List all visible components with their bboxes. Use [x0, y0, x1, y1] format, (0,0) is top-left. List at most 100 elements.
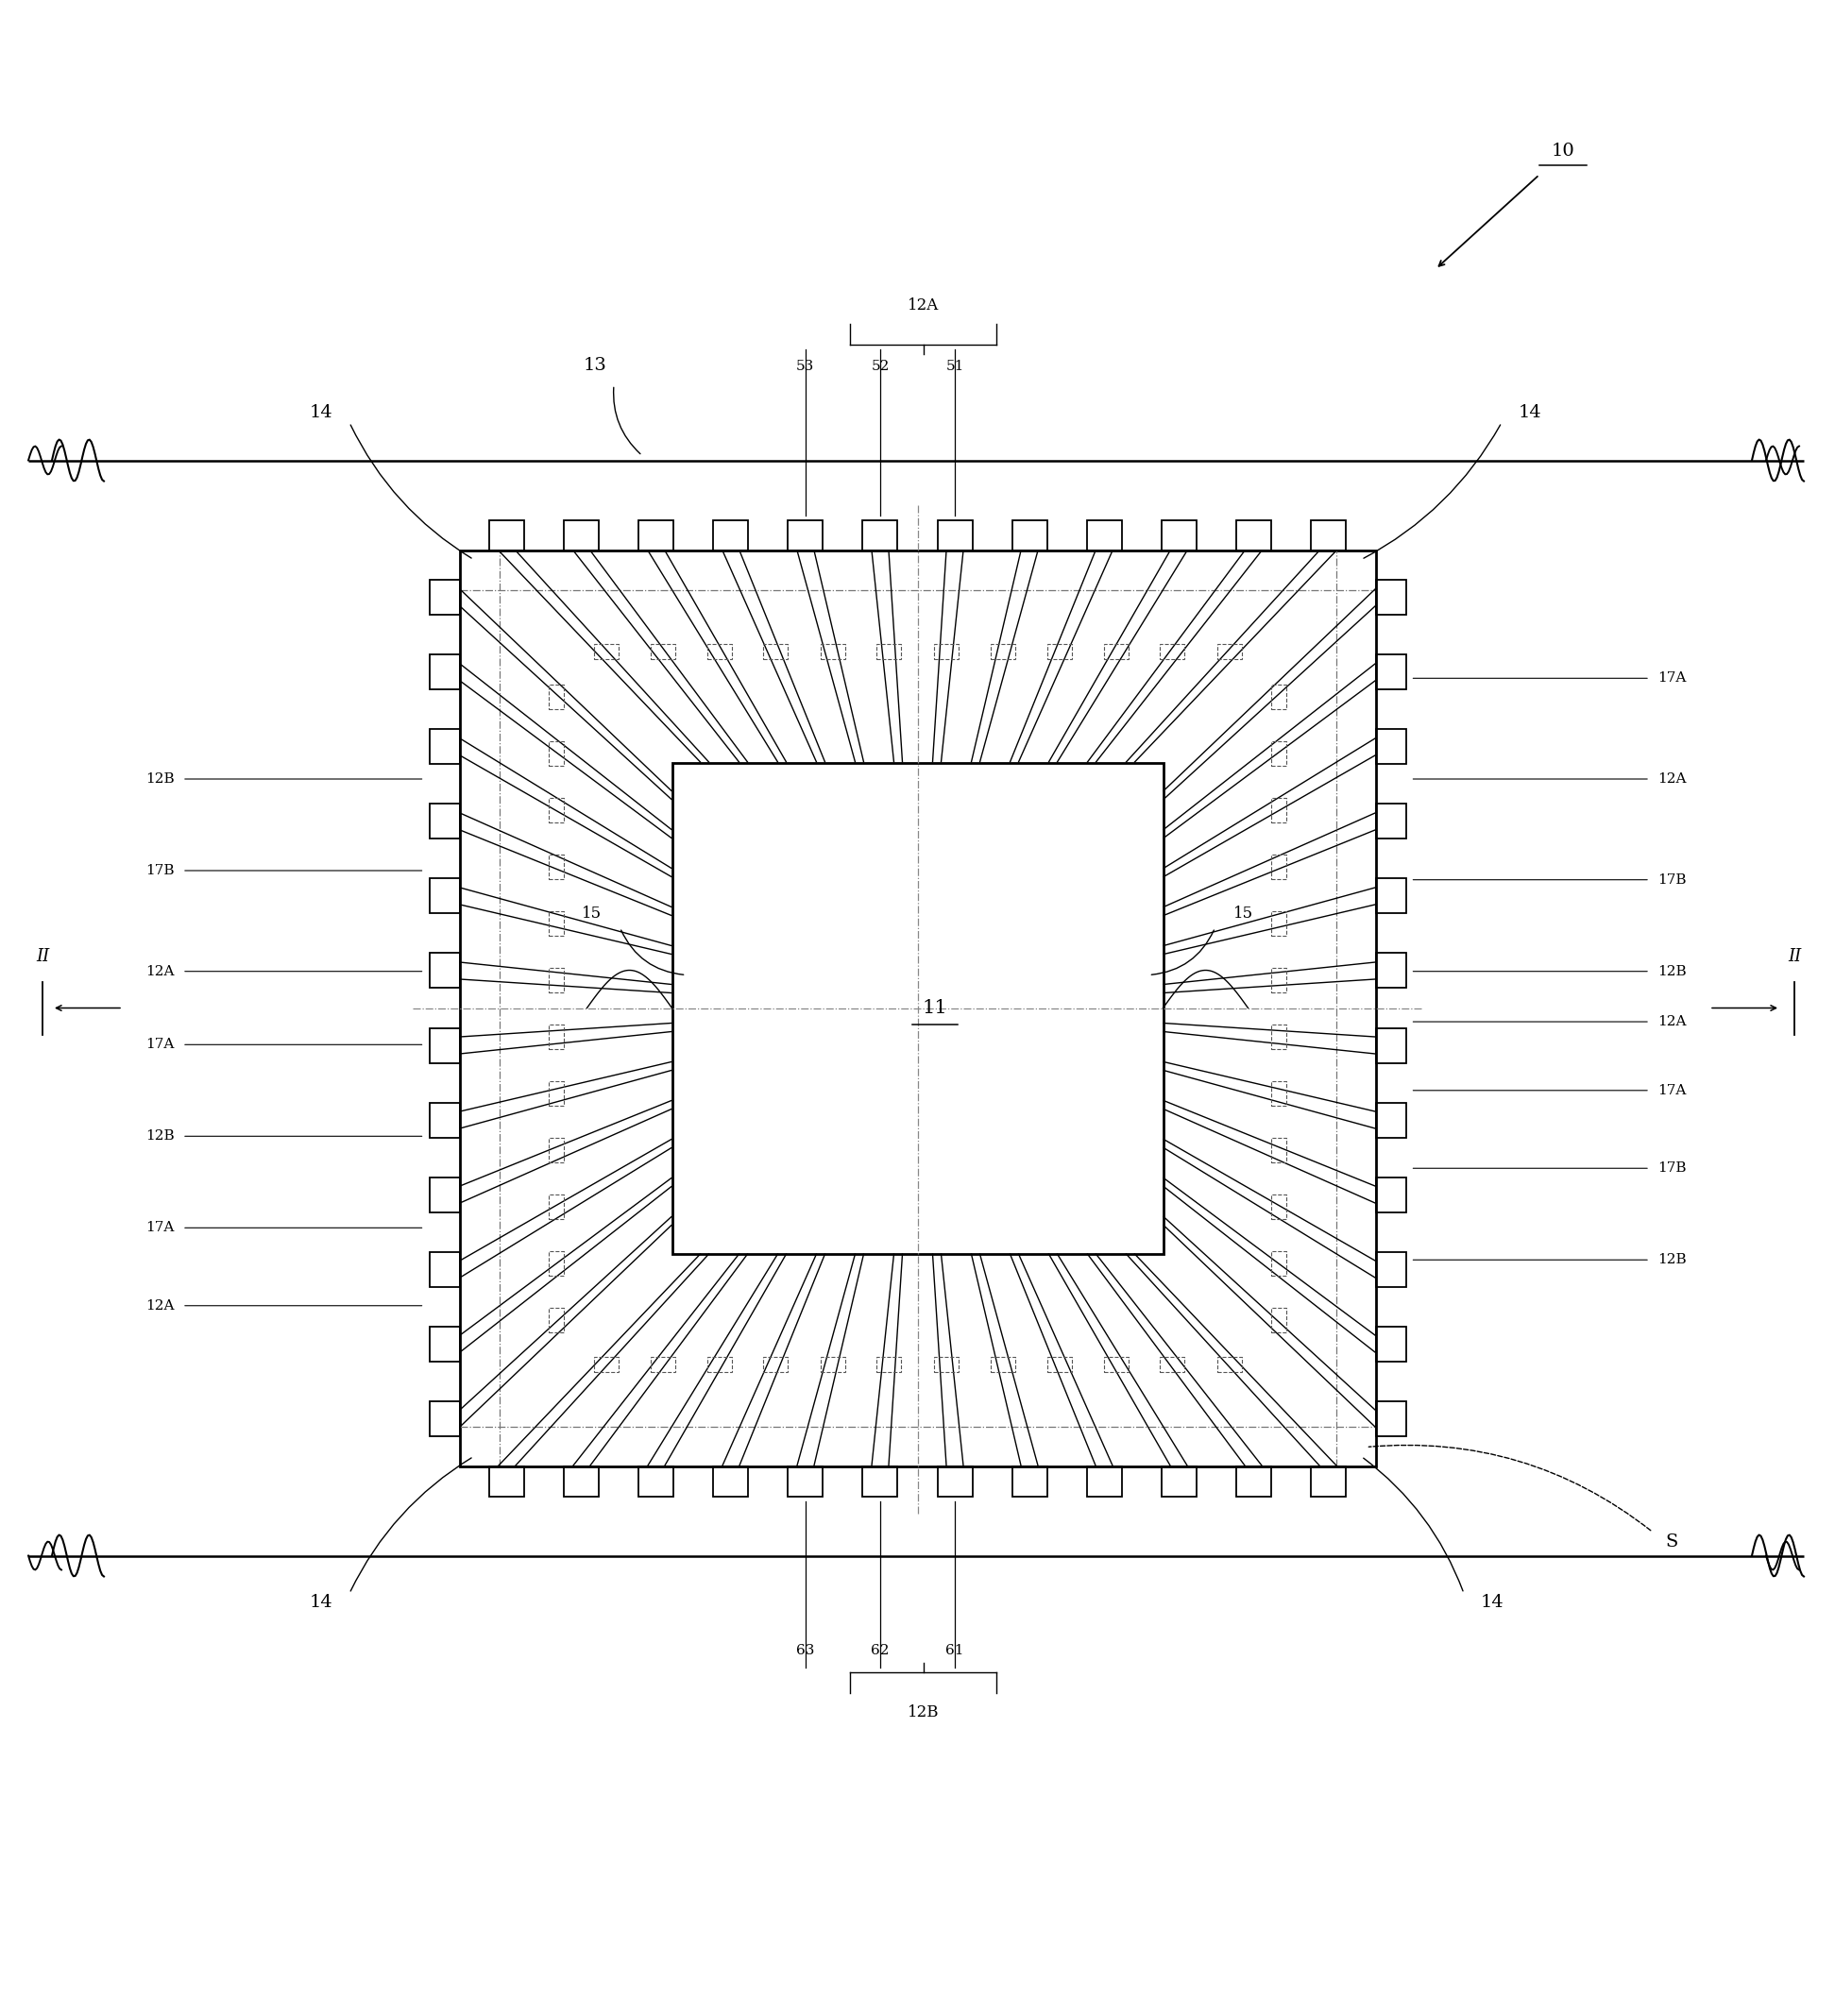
Bar: [1376, 1103, 1406, 1137]
Bar: [563, 1466, 598, 1496]
Bar: [549, 1081, 563, 1105]
Bar: [1272, 740, 1286, 766]
Bar: [1272, 911, 1286, 935]
Bar: [934, 643, 958, 659]
Bar: [787, 520, 822, 550]
Bar: [862, 1466, 897, 1496]
Text: 12B: 12B: [906, 1704, 940, 1720]
Text: 14: 14: [1481, 1595, 1505, 1611]
Text: 12B: 12B: [1657, 1254, 1686, 1266]
Bar: [1310, 1466, 1345, 1496]
Bar: [1162, 1466, 1196, 1496]
Bar: [1237, 520, 1272, 550]
Bar: [429, 581, 459, 615]
Bar: [1376, 1327, 1406, 1361]
Bar: [672, 762, 1163, 1254]
Bar: [1376, 1252, 1406, 1286]
Bar: [549, 1250, 563, 1276]
Text: 17B: 17B: [147, 865, 174, 877]
Text: 17B: 17B: [1657, 1161, 1686, 1175]
Bar: [877, 1357, 901, 1373]
Text: 12B: 12B: [145, 1129, 174, 1143]
Bar: [459, 550, 1376, 1466]
Bar: [1103, 1357, 1129, 1373]
Bar: [650, 1357, 675, 1373]
Text: 12A: 12A: [147, 966, 174, 978]
Bar: [490, 1466, 525, 1496]
Bar: [938, 520, 973, 550]
Bar: [1376, 804, 1406, 839]
Text: 17A: 17A: [147, 1038, 174, 1050]
Bar: [1310, 520, 1345, 550]
Bar: [549, 1193, 563, 1218]
Bar: [1272, 1250, 1286, 1276]
Bar: [1160, 1357, 1185, 1373]
Bar: [549, 740, 563, 766]
Bar: [429, 804, 459, 839]
Text: 12A: 12A: [1657, 772, 1686, 786]
Bar: [563, 520, 598, 550]
Text: 15: 15: [1233, 905, 1253, 921]
Text: 52: 52: [872, 359, 890, 373]
Text: 17B: 17B: [1657, 873, 1686, 887]
Bar: [429, 1177, 459, 1212]
Bar: [1272, 1306, 1286, 1333]
Text: 11: 11: [921, 1000, 947, 1016]
Bar: [549, 1137, 563, 1161]
Bar: [1103, 643, 1129, 659]
Bar: [1048, 1357, 1072, 1373]
Text: 63: 63: [796, 1643, 815, 1657]
Text: 15: 15: [582, 905, 602, 921]
Bar: [714, 1466, 749, 1496]
Bar: [429, 1103, 459, 1137]
Bar: [650, 643, 675, 659]
Text: 14: 14: [1518, 405, 1541, 421]
Bar: [1272, 1024, 1286, 1048]
Bar: [991, 643, 1015, 659]
Text: 12B: 12B: [1657, 966, 1686, 978]
Bar: [1376, 954, 1406, 988]
Bar: [429, 1252, 459, 1286]
Text: 17A: 17A: [147, 1222, 174, 1234]
Bar: [429, 1028, 459, 1062]
Text: S: S: [1666, 1532, 1677, 1550]
Bar: [1376, 879, 1406, 913]
Bar: [1160, 643, 1185, 659]
Bar: [1376, 655, 1406, 689]
Bar: [1048, 643, 1072, 659]
Bar: [1272, 855, 1286, 879]
Text: 12B: 12B: [145, 772, 174, 786]
Bar: [1376, 1177, 1406, 1212]
Bar: [1013, 520, 1048, 550]
Text: 17A: 17A: [1657, 1085, 1686, 1097]
Bar: [820, 1357, 844, 1373]
Bar: [1162, 520, 1196, 550]
Text: II: II: [35, 948, 50, 964]
Bar: [549, 1024, 563, 1048]
Bar: [877, 643, 901, 659]
Bar: [1237, 1466, 1272, 1496]
Bar: [549, 798, 563, 823]
Text: 61: 61: [945, 1643, 963, 1657]
Bar: [639, 520, 673, 550]
Bar: [862, 520, 897, 550]
Bar: [1013, 1466, 1048, 1496]
Text: 12A: 12A: [908, 298, 940, 314]
Bar: [1376, 1401, 1406, 1435]
Bar: [1272, 1137, 1286, 1161]
Text: II: II: [1787, 948, 1802, 964]
Text: 12A: 12A: [147, 1298, 174, 1312]
Bar: [1376, 1028, 1406, 1062]
Bar: [490, 520, 525, 550]
Bar: [787, 1466, 822, 1496]
Text: 53: 53: [796, 359, 815, 373]
Bar: [938, 1466, 973, 1496]
Bar: [549, 683, 563, 710]
Bar: [1272, 1081, 1286, 1105]
Bar: [549, 911, 563, 935]
Bar: [549, 855, 563, 879]
Bar: [1217, 1357, 1242, 1373]
Bar: [714, 520, 749, 550]
Bar: [593, 1357, 618, 1373]
Bar: [934, 1357, 958, 1373]
